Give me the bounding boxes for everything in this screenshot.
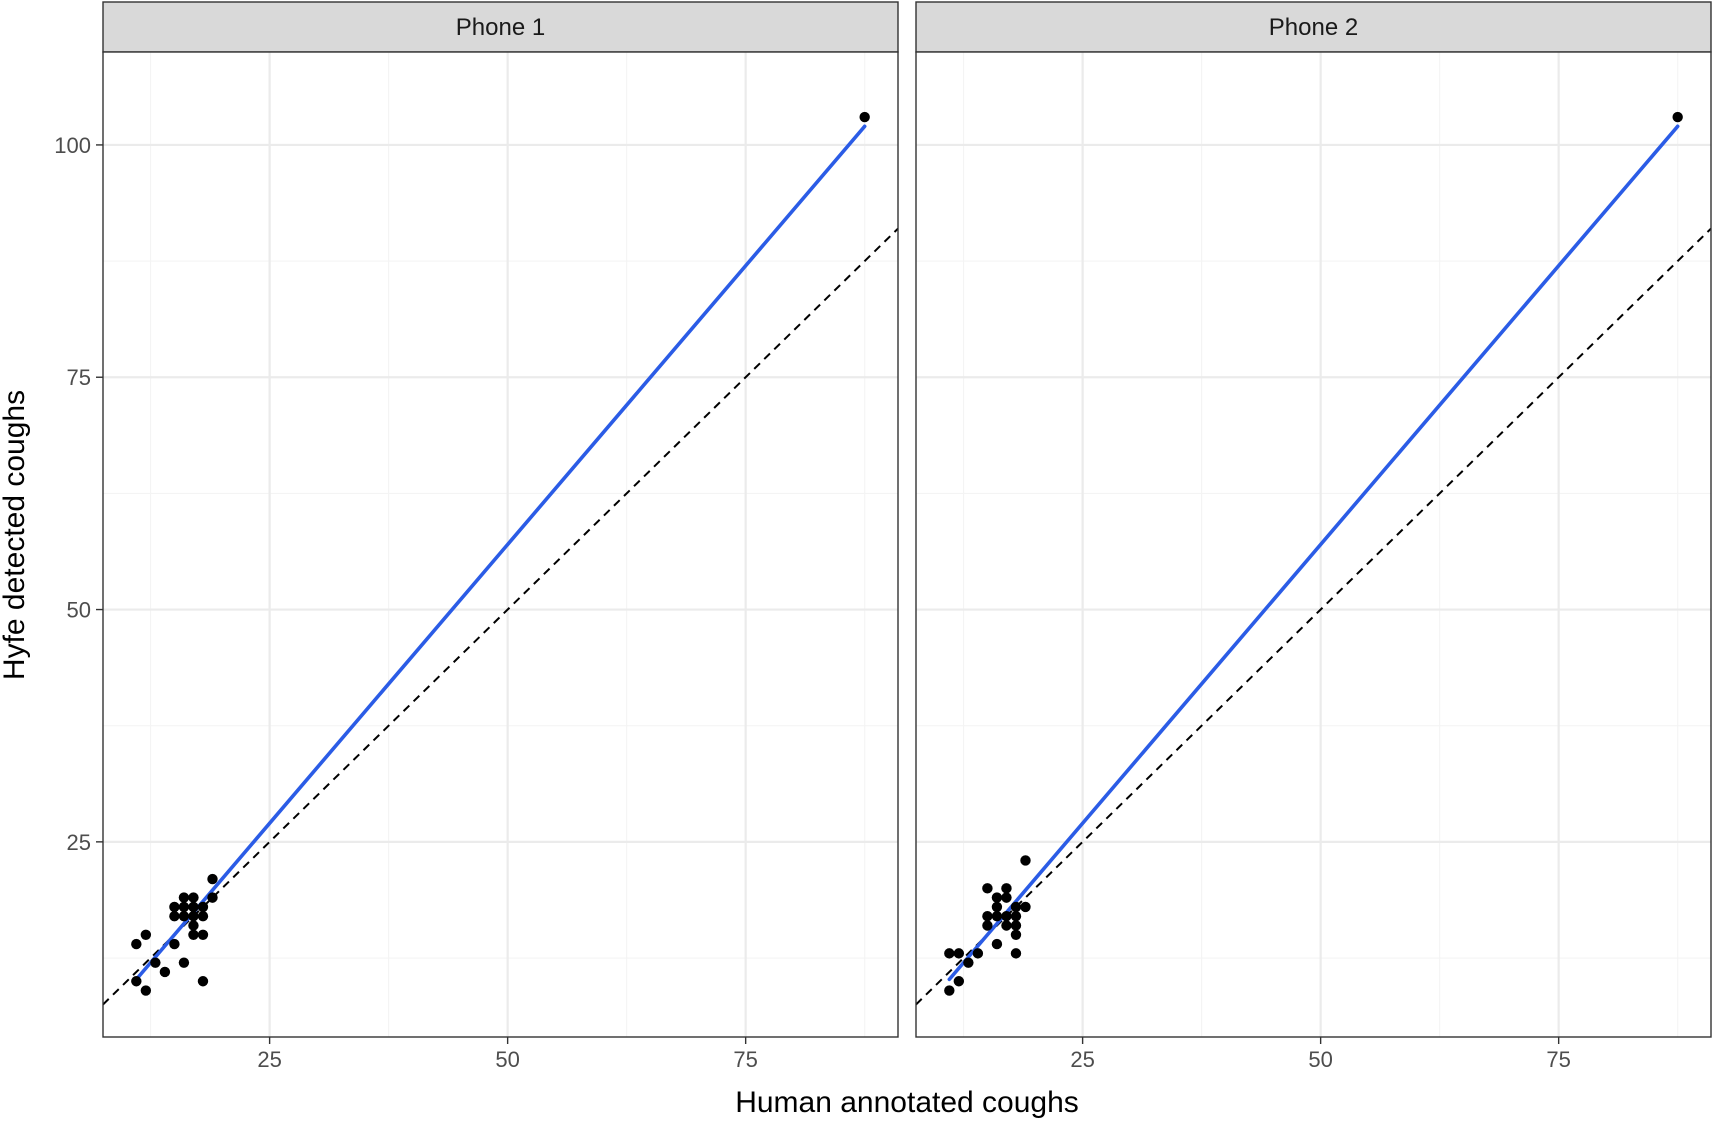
panel-1: Phone 1 25 50 75 25 50 75 100	[54, 1, 899, 1072]
data-point	[1010, 901, 1022, 913]
data-point	[953, 976, 965, 987]
data-point	[178, 892, 190, 903]
data-point	[188, 929, 199, 940]
data-point	[207, 892, 218, 903]
x-tick-label: 75	[733, 1047, 757, 1072]
panel-border	[915, 51, 1712, 1038]
identity-reference-line	[916, 227, 1711, 1006]
y-tick-label: 100	[54, 133, 91, 158]
data-point	[991, 901, 1003, 913]
y-axis-title: Hyfe detected coughs	[0, 390, 31, 680]
data-point	[1010, 948, 1022, 959]
data-point	[131, 938, 142, 950]
data-point	[140, 985, 152, 996]
data-point	[159, 966, 171, 978]
data-point	[188, 901, 199, 913]
panel-background	[103, 52, 898, 1037]
data-point	[169, 901, 180, 913]
x-tick-label: 25	[1070, 1047, 1094, 1072]
data-point	[982, 883, 993, 894]
data-point	[991, 938, 1003, 950]
data-point	[1001, 883, 1012, 894]
panel-background	[916, 52, 1711, 1037]
data-point	[197, 901, 209, 913]
data-point	[944, 948, 955, 959]
panel-border	[102, 51, 899, 1038]
data-point	[1010, 929, 1022, 940]
data-point	[1672, 111, 1683, 123]
data-point	[972, 948, 984, 959]
data-point	[1001, 920, 1012, 931]
panels-layer: Phone 1 25 50 75 25 50 75 100 Phone 2 25 50 75	[54, 1, 1712, 1072]
data-point	[188, 910, 199, 922]
data-point	[982, 920, 993, 931]
data-point	[207, 873, 218, 885]
data-point	[131, 976, 142, 987]
data-point	[944, 985, 955, 996]
data-point	[188, 892, 199, 903]
data-point	[188, 920, 199, 931]
data-point	[991, 892, 1003, 903]
x-tick-label: 50	[495, 1047, 519, 1072]
data-point	[197, 910, 209, 922]
regression-fit-line	[947, 124, 1680, 982]
data-point	[178, 901, 190, 913]
facet-strip	[915, 1, 1712, 53]
y-tick-label: 50	[67, 598, 91, 623]
data-point	[169, 910, 180, 922]
data-point	[197, 929, 209, 940]
data-point	[953, 948, 965, 959]
panel-2: Phone 2 25 50 75	[915, 1, 1712, 1072]
data-point	[963, 957, 974, 968]
plot-area	[103, 52, 898, 1037]
data-point	[178, 910, 190, 922]
identity-reference-line	[103, 227, 898, 1006]
y-tick-label: 75	[67, 365, 91, 390]
data-point	[859, 111, 870, 123]
data-point	[169, 938, 180, 950]
data-point	[1020, 855, 1031, 866]
data-point	[140, 929, 152, 940]
data-point	[150, 957, 161, 968]
facet-label: Phone 1	[456, 14, 545, 41]
data-point	[178, 957, 190, 968]
x-tick-label: 75	[1546, 1047, 1570, 1072]
data-point	[197, 976, 209, 987]
facet-strip	[102, 1, 899, 53]
x-axis-title: Human annotated coughs	[735, 1086, 1079, 1119]
regression-fit-line	[134, 124, 867, 982]
x-tick-label: 25	[257, 1047, 281, 1072]
data-point	[1010, 920, 1022, 931]
facet-label: Phone 2	[1269, 14, 1358, 41]
plot-area	[916, 52, 1711, 1037]
data-point	[991, 910, 1003, 922]
data-point	[1020, 901, 1031, 913]
data-point	[1001, 892, 1012, 903]
data-point	[1010, 910, 1022, 922]
data-point	[1001, 910, 1012, 922]
y-tick-label: 25	[67, 830, 91, 855]
x-tick-label: 50	[1308, 1047, 1332, 1072]
data-point	[982, 910, 993, 922]
